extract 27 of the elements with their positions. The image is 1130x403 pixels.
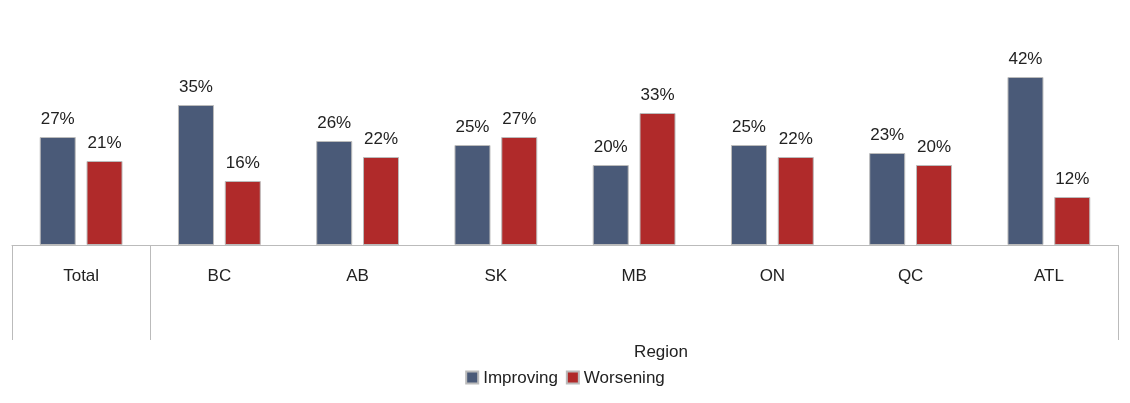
- x-tick-label: ON: [759, 266, 786, 285]
- data-label: 27%: [502, 109, 537, 128]
- data-label: 42%: [1008, 49, 1043, 68]
- x-tick-label: SK: [484, 266, 508, 285]
- data-label: 12%: [1055, 169, 1090, 188]
- data-label: 20%: [917, 137, 952, 156]
- text: Region: [634, 342, 688, 361]
- x-tick-label: Total: [63, 266, 100, 285]
- x-tick-label: MB: [621, 266, 647, 285]
- data-label: 22%: [778, 129, 813, 148]
- x-tick-label: BC: [207, 266, 232, 285]
- legend-label: Improving: [483, 368, 558, 387]
- x-tick-label: ATL: [1033, 266, 1064, 285]
- data-label: 35%: [178, 77, 213, 96]
- data-label: 25%: [455, 117, 490, 136]
- x-tick-label: AB: [346, 266, 369, 285]
- data-label: 22%: [364, 129, 399, 148]
- x-tick-label: QC: [897, 266, 924, 285]
- data-label: 33%: [640, 85, 675, 104]
- data-label: 20%: [593, 137, 628, 156]
- data-label: 25%: [731, 117, 766, 136]
- legend-label: Worsening: [583, 368, 665, 387]
- data-label: 27%: [40, 109, 75, 128]
- data-label: 21%: [87, 133, 122, 152]
- data-label: 26%: [317, 113, 352, 132]
- data-label: 23%: [870, 125, 905, 144]
- data-label: 16%: [225, 153, 260, 172]
